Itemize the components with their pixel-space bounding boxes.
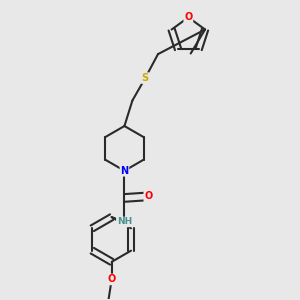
Text: N: N xyxy=(120,166,128,176)
Text: O: O xyxy=(107,274,116,284)
Text: O: O xyxy=(184,12,193,22)
Text: NH: NH xyxy=(117,218,132,226)
Text: S: S xyxy=(142,73,149,83)
Text: O: O xyxy=(144,191,152,201)
